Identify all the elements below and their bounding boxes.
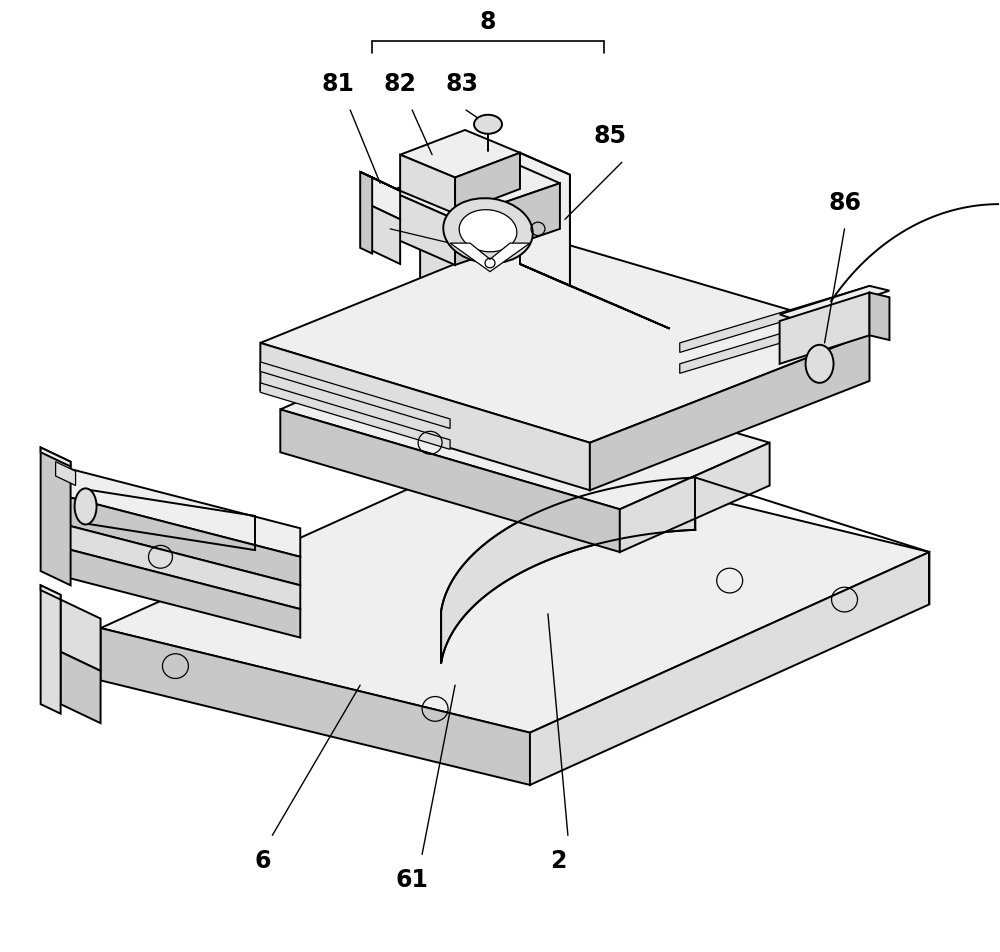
Polygon shape [280,343,770,509]
Polygon shape [260,362,450,428]
Ellipse shape [443,198,533,264]
Polygon shape [620,443,770,552]
Polygon shape [360,171,372,253]
Ellipse shape [459,209,517,252]
Text: 6: 6 [254,848,271,873]
Polygon shape [450,243,530,271]
Polygon shape [56,462,76,486]
Polygon shape [869,292,889,340]
Polygon shape [400,154,455,213]
Text: 61: 61 [396,867,429,892]
Text: 82: 82 [384,71,417,96]
Ellipse shape [75,488,97,525]
Polygon shape [520,264,670,328]
Polygon shape [260,383,450,449]
Polygon shape [61,466,300,557]
Polygon shape [780,286,889,321]
Polygon shape [680,286,869,352]
Polygon shape [260,233,869,443]
Polygon shape [530,552,929,785]
Ellipse shape [474,115,502,134]
Polygon shape [280,409,620,552]
Polygon shape [370,176,400,219]
Polygon shape [101,447,929,733]
Text: 85: 85 [593,124,626,149]
Polygon shape [260,343,590,490]
Polygon shape [780,292,869,364]
Polygon shape [360,171,400,190]
Polygon shape [390,190,455,265]
Polygon shape [455,152,520,213]
Polygon shape [370,205,400,264]
Text: 86: 86 [828,190,861,214]
Ellipse shape [806,345,834,383]
Polygon shape [520,152,570,286]
Polygon shape [680,307,869,373]
Polygon shape [390,154,560,219]
Text: 8: 8 [480,10,496,34]
Polygon shape [61,524,300,609]
Polygon shape [590,333,869,490]
Polygon shape [61,600,101,671]
Polygon shape [400,130,520,177]
Polygon shape [61,495,300,585]
Polygon shape [41,447,71,466]
Polygon shape [41,585,61,714]
Polygon shape [420,228,465,466]
Polygon shape [455,183,560,265]
Text: 83: 83 [446,71,479,96]
Polygon shape [61,652,101,724]
Text: 2: 2 [550,848,566,873]
Polygon shape [441,478,695,663]
Polygon shape [101,628,530,785]
Polygon shape [41,447,71,585]
Polygon shape [41,585,61,600]
Polygon shape [61,547,300,638]
Text: 81: 81 [322,71,355,96]
Polygon shape [465,248,520,487]
